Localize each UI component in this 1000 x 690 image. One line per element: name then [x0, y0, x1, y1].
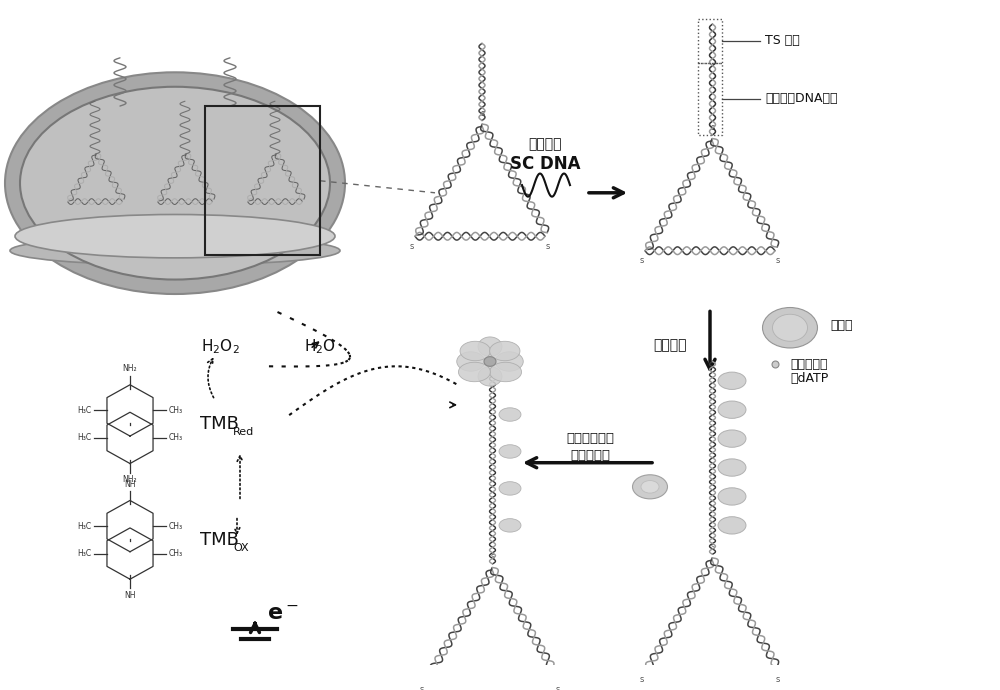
Text: H₃C: H₃C: [77, 549, 91, 558]
Text: H₃C: H₃C: [77, 406, 91, 415]
Ellipse shape: [478, 366, 502, 386]
Text: 亲和素标记的: 亲和素标记的: [566, 432, 614, 445]
Text: NH₂: NH₂: [123, 475, 137, 484]
Ellipse shape: [460, 342, 490, 361]
Text: s: s: [640, 676, 644, 684]
Text: CH₃: CH₃: [169, 549, 183, 558]
Text: H$_2$O: H$_2$O: [304, 337, 336, 357]
Text: H₃C: H₃C: [77, 433, 91, 442]
Ellipse shape: [490, 342, 520, 361]
Ellipse shape: [718, 401, 746, 418]
Text: 互补单链: 互补单链: [528, 137, 562, 152]
Text: CH₃: CH₃: [169, 433, 183, 442]
Ellipse shape: [718, 459, 746, 476]
Text: CH₃: CH₃: [169, 522, 183, 531]
Ellipse shape: [10, 236, 340, 265]
Ellipse shape: [484, 357, 496, 366]
Ellipse shape: [495, 352, 523, 371]
Ellipse shape: [499, 482, 521, 495]
Text: H$_2$O$_2$: H$_2$O$_2$: [201, 337, 239, 357]
Text: SC DNA: SC DNA: [510, 155, 580, 173]
Text: s: s: [481, 108, 485, 117]
Text: 刚性双链DNA塔尖: 刚性双链DNA塔尖: [765, 92, 838, 106]
Ellipse shape: [718, 488, 746, 505]
Ellipse shape: [499, 445, 521, 458]
Ellipse shape: [490, 362, 522, 382]
Text: NH: NH: [124, 591, 136, 600]
Ellipse shape: [5, 72, 345, 294]
Text: s: s: [711, 542, 715, 551]
Ellipse shape: [718, 372, 746, 389]
Ellipse shape: [718, 517, 746, 534]
Text: H₃C: H₃C: [77, 522, 91, 531]
Ellipse shape: [15, 215, 335, 258]
Ellipse shape: [772, 314, 808, 342]
Text: s: s: [410, 241, 414, 250]
Ellipse shape: [478, 337, 502, 356]
Text: 生物素标记: 生物素标记: [790, 358, 828, 371]
Text: s: s: [711, 123, 715, 132]
Ellipse shape: [20, 87, 330, 279]
Text: 的dATP: 的dATP: [790, 373, 828, 385]
Text: s: s: [491, 552, 495, 561]
Bar: [205, 106, 320, 255]
Text: OX: OX: [233, 542, 249, 553]
Text: e$^-$: e$^-$: [267, 604, 299, 624]
Text: 过氧化物酶: 过氧化物酶: [570, 448, 610, 462]
Ellipse shape: [499, 408, 521, 422]
Text: NH₂: NH₂: [123, 364, 137, 373]
Text: Red: Red: [233, 427, 254, 437]
Text: TMB: TMB: [200, 531, 239, 549]
Ellipse shape: [718, 430, 746, 447]
Text: s: s: [776, 676, 780, 684]
Text: s: s: [640, 256, 644, 265]
Ellipse shape: [633, 475, 668, 499]
Text: s: s: [776, 256, 780, 265]
Ellipse shape: [763, 308, 818, 348]
Text: 端粒酶: 端粒酶: [830, 319, 852, 333]
Text: NH: NH: [124, 480, 136, 489]
Ellipse shape: [499, 519, 521, 532]
Ellipse shape: [457, 352, 485, 371]
Ellipse shape: [458, 362, 490, 382]
Text: CH₃: CH₃: [169, 406, 183, 415]
Text: s: s: [546, 241, 550, 250]
Text: 延伸反应: 延伸反应: [653, 338, 687, 352]
Ellipse shape: [641, 480, 659, 493]
Text: TMB: TMB: [200, 415, 239, 433]
Text: s: s: [420, 685, 424, 690]
Text: TS 引物: TS 引物: [765, 34, 800, 48]
Text: s: s: [556, 685, 560, 690]
